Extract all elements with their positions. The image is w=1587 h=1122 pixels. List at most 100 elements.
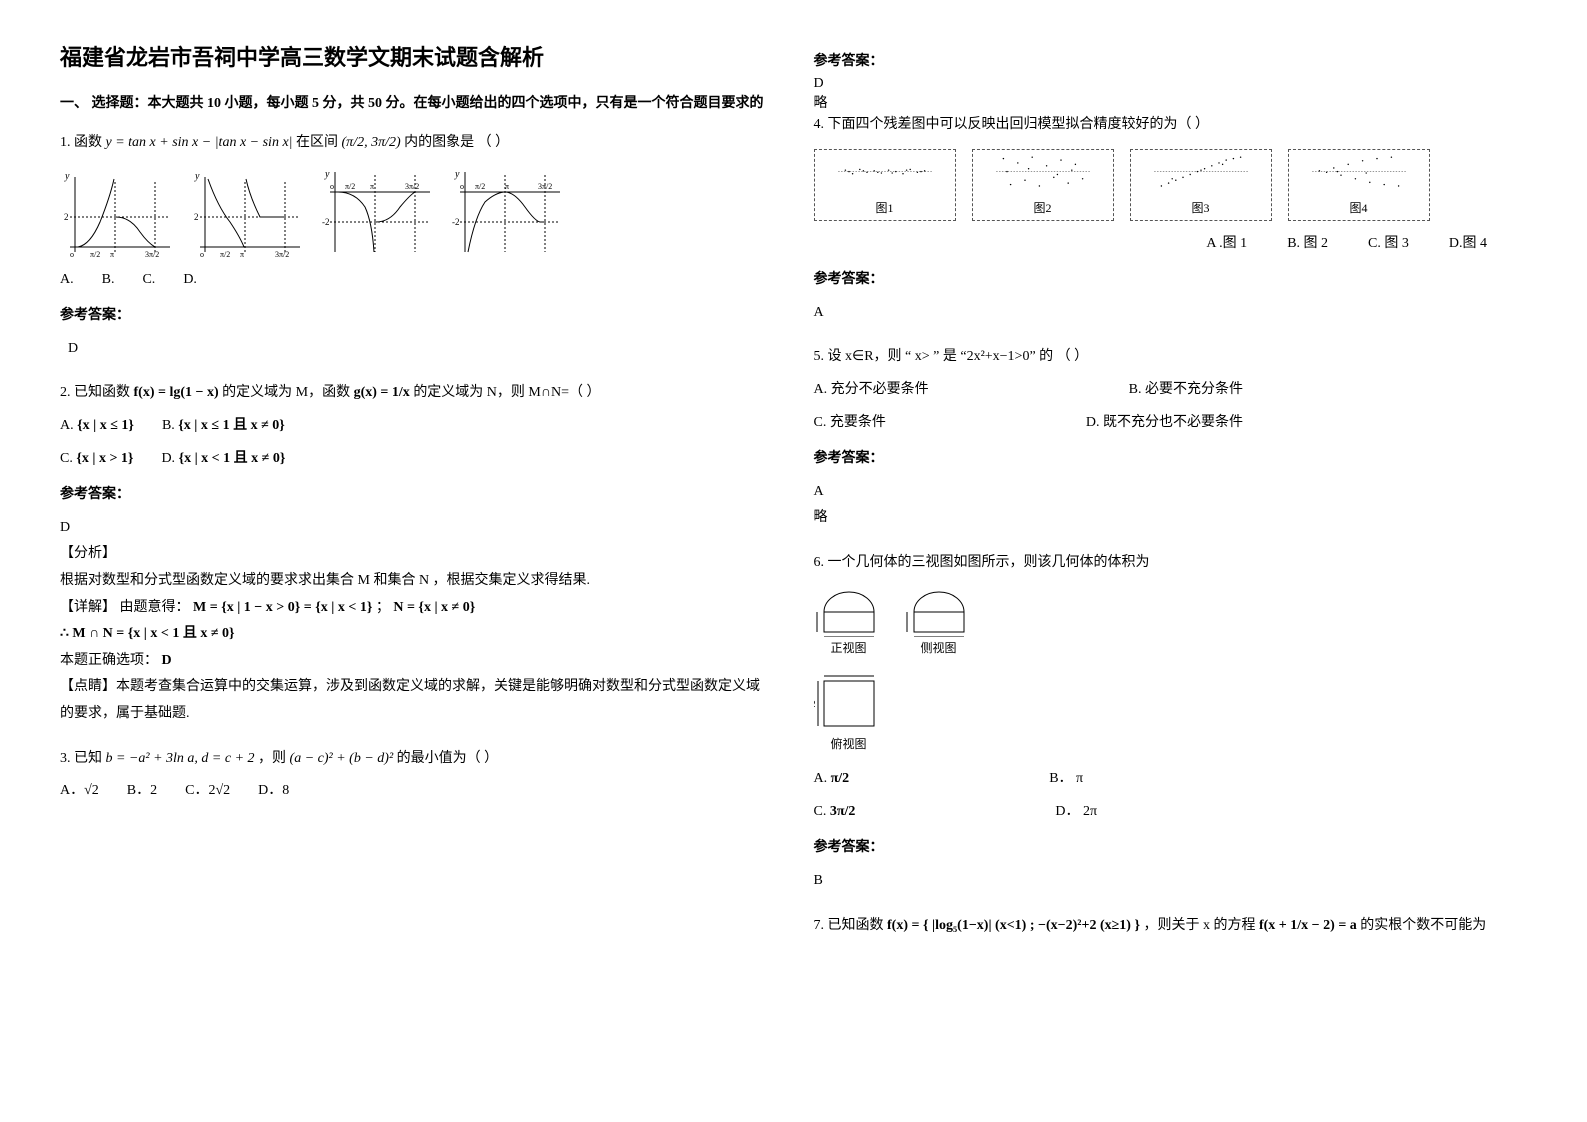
q6-dim-1b: 1 bbox=[904, 617, 905, 627]
q4-cap3: 图3 bbox=[1191, 197, 1209, 220]
q3-suffix: 的最小值为（ ） bbox=[397, 751, 499, 766]
q5-note: 略 bbox=[814, 505, 1528, 532]
q5-stem: 5. 设 x∈R，则 “ x> ” 是 “2x²+x−1>0” 的 （ ） bbox=[814, 344, 1528, 371]
q6-answer-label: 参考答案： bbox=[814, 835, 1528, 862]
q5-optA: A. 充分不必要条件 bbox=[814, 377, 929, 404]
q6-side-label: 侧视图 bbox=[920, 637, 956, 660]
q4-cap1: 图1 bbox=[875, 197, 893, 220]
q4-plot-2: 图2 bbox=[972, 149, 1114, 221]
svg-text:y: y bbox=[194, 171, 200, 182]
q5-answer-label: 参考答案： bbox=[814, 446, 1528, 473]
q5-optB: B. 必要不充分条件 bbox=[1129, 377, 1243, 404]
question-1: 1. 函数 y = tan x + sin x − |tan x − sin x… bbox=[60, 130, 774, 362]
q4-plot-4: 图4 bbox=[1288, 149, 1430, 221]
q1-graph-d: y -2 π/2π3π/2 o bbox=[450, 167, 570, 257]
q6-optB-label: B． bbox=[1049, 771, 1072, 786]
section-1-desc: 一、 选择题：本大题共 10 小题，每小题 5 分，共 50 分。在每小题给出的… bbox=[60, 92, 774, 112]
q3-answer-label: 参考答案： bbox=[814, 50, 1528, 70]
svg-text:3π/2: 3π/2 bbox=[538, 182, 552, 191]
question-2: 2. 已知函数 f(x) = lg(1 − x) 的定义域为 M，函数 g(x)… bbox=[60, 380, 774, 727]
svg-text:2: 2 bbox=[64, 212, 69, 222]
q2-detail-M: M = {x | 1 − x > 0} = {x | x < 1} bbox=[193, 600, 372, 615]
q6-answer: B bbox=[814, 868, 1528, 895]
q2-final: D bbox=[162, 653, 172, 668]
svg-text:o: o bbox=[460, 182, 464, 191]
svg-text:π: π bbox=[370, 182, 374, 191]
q5-answer: A bbox=[814, 479, 1528, 506]
q6-optD: 2π bbox=[1083, 804, 1097, 819]
q6-optC: 3π/2 bbox=[830, 804, 856, 819]
q3-optC: C．2√2 bbox=[185, 778, 230, 805]
question-4: 4. 下面四个残差图中可以反映出回归模型拟合精度较好的为（ ） 图1 bbox=[814, 112, 1528, 326]
q6-optC-label: C. bbox=[814, 804, 827, 819]
q1-formula: y = tan x + sin x − |tan x − sin x| bbox=[106, 135, 293, 150]
question-7: 7. 已知函数 f(x) = { |log₅(1−x)| (x<1) ; −(x… bbox=[814, 913, 1528, 940]
q6-side-view: 1 2 侧视图 bbox=[904, 587, 974, 660]
q2-comment-text: 本题考查集合运算中的交集运算，涉及到函数定义域的求解，关键是能够明确对数型和分式… bbox=[60, 679, 760, 721]
q6-dim-2c: 2 bbox=[846, 673, 851, 674]
q3-optB: B．2 bbox=[127, 778, 157, 805]
q1-options: A. B. C. D. bbox=[60, 267, 774, 294]
q4-cap4: 图4 bbox=[1349, 197, 1367, 220]
svg-text:π: π bbox=[240, 250, 244, 257]
q2-analysis-label: 【分析】 bbox=[60, 541, 774, 568]
q1-interval: (π/2, 3π/2) bbox=[342, 135, 401, 150]
q6-top-label: 俯视图 bbox=[830, 733, 866, 756]
q3-optA: A．√2 bbox=[60, 778, 99, 805]
q4-residual-plots: 图1 图2 bbox=[814, 149, 1528, 221]
q2-g: g(x) = 1/x bbox=[354, 385, 410, 400]
q3-expr: (a − c)² + (b − d)² bbox=[290, 751, 394, 766]
q1-prefix: 1. 函数 bbox=[60, 135, 102, 150]
q2-optD: {x | x < 1 且 x ≠ 0} bbox=[179, 451, 286, 466]
q3-note: 略 bbox=[814, 92, 1528, 112]
q7-prefix: 7. 已知函数 bbox=[814, 918, 888, 933]
q1-opt-c: C. bbox=[142, 267, 155, 294]
q3-optD: D．8 bbox=[258, 778, 289, 805]
svg-text:π/2: π/2 bbox=[220, 250, 230, 257]
q1-answer: D bbox=[68, 336, 774, 363]
q7-fx: f(x) = { |log₅(1−x)| (x<1) ; −(x−2)²+2 (… bbox=[887, 918, 1140, 933]
q4-optB: B. 图 2 bbox=[1287, 231, 1328, 258]
q6-optA: π/2 bbox=[831, 771, 850, 786]
q2-comment-label: 【点睛】 bbox=[60, 679, 116, 694]
svg-text:π: π bbox=[110, 250, 114, 257]
q4-stem: 4. 下面四个残差图中可以反映出回归模型拟合精度较好的为（ ） bbox=[814, 112, 1528, 139]
q7-suffix: 的实根个数不可能为 bbox=[1360, 918, 1486, 933]
q2-optA-label: A. bbox=[60, 418, 74, 433]
q1-opt-d: D. bbox=[183, 267, 197, 294]
svg-text:2: 2 bbox=[194, 212, 199, 222]
right-column: 参考答案： D 略 4. 下面四个残差图中可以反映出回归模型拟合精度较好的为（ … bbox=[814, 40, 1528, 957]
q1-graphs: y 2 π/2 π 3π/2 o y 2 π/2 π bbox=[60, 167, 774, 257]
q1-graph-b: y 2 π/2π3π/2 o bbox=[190, 167, 310, 257]
q4-optC: C. 图 3 bbox=[1368, 231, 1409, 258]
svg-text:o: o bbox=[70, 250, 74, 257]
q1-opt-b: B. bbox=[102, 267, 115, 294]
q4-plot-1: 图1 bbox=[814, 149, 956, 221]
question-3: 3. 已知 b = −a² + 3ln a, d = c + 2 ，则 (a −… bbox=[60, 746, 774, 805]
q3-mid: ，则 bbox=[258, 751, 286, 766]
q2-analysis-text-span: 根据对数型和分式型函数定义域的要求求出集合 M 和集合 N ，根据交集定义求得结… bbox=[60, 573, 590, 588]
q4-plot-3: 图3 bbox=[1130, 149, 1272, 221]
q2-prefix: 2. 已知函数 bbox=[60, 385, 130, 400]
q6-optA-label: A. bbox=[814, 771, 828, 786]
svg-text:-2: -2 bbox=[322, 217, 330, 227]
svg-text:y: y bbox=[324, 169, 330, 180]
q4-optD: D.图 4 bbox=[1449, 231, 1487, 258]
q2-mid2: 的定义域为 N，则 M∩N=（ ） bbox=[413, 385, 600, 400]
q2-optB-label: B. bbox=[162, 418, 175, 433]
svg-text:π/2: π/2 bbox=[90, 250, 100, 257]
q5-optD: D. 既不充分也不必要条件 bbox=[1086, 410, 1243, 437]
q3-answer: D bbox=[814, 76, 1528, 92]
q6-three-view: 1 2 正视图 1 2 侧视图 bbox=[814, 587, 1528, 757]
svg-text:-2: -2 bbox=[452, 217, 460, 227]
svg-text:o: o bbox=[200, 250, 204, 257]
q1-answer-label: 参考答案： bbox=[60, 303, 774, 330]
question-6: 6. 一个几何体的三视图如图所示，则该几何体的体积为 1 2 正视图 bbox=[814, 550, 1528, 895]
q7-eq: f(x + 1/x − 2) = a bbox=[1259, 918, 1357, 933]
svg-text:3π/2: 3π/2 bbox=[405, 182, 419, 191]
q2-detail-sep: ； bbox=[376, 600, 390, 615]
q4-answer: A bbox=[814, 300, 1528, 327]
q2-detail-text1: 由题意得： bbox=[120, 600, 190, 615]
question-5: 5. 设 x∈R，则 “ x> ” 是 “2x²+x−1>0” 的 （ ） A.… bbox=[814, 344, 1528, 532]
q2-f: f(x) = lg(1 − x) bbox=[134, 385, 219, 400]
